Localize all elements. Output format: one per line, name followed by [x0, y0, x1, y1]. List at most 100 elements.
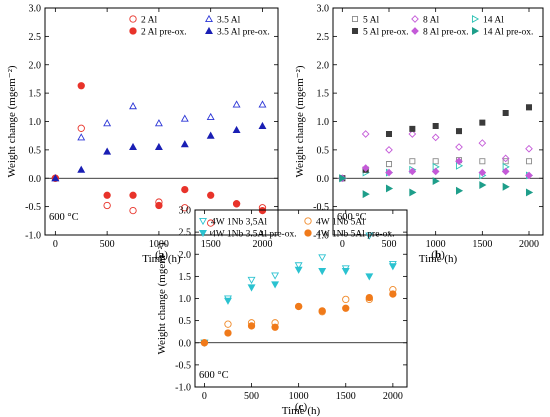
y-tick-label: 0.5 — [179, 316, 192, 327]
data-point — [478, 139, 487, 147]
data-point — [408, 167, 417, 176]
data-point — [232, 200, 241, 208]
data-point — [224, 297, 232, 305]
data-point — [455, 143, 463, 151]
y-tick-label: -0.5 — [313, 202, 329, 213]
data-point — [318, 254, 327, 262]
chart-panel-1: -1.0 -0.5 0.0 0.5 1.0 1.5 2.0 2.5 3.0 0 500 1000 150… — [6, 4, 279, 265]
legend-marker — [199, 217, 207, 226]
data-point — [525, 171, 533, 180]
data-point — [294, 266, 303, 274]
data-point — [181, 204, 189, 212]
data-point — [271, 272, 280, 280]
data-point — [342, 304, 350, 312]
y-tick-label: 1.5 — [29, 89, 42, 100]
y-tick-label: -1.0 — [313, 231, 329, 242]
legend-marker — [411, 15, 419, 23]
data-point — [385, 146, 393, 154]
data-point — [525, 104, 533, 111]
data-point — [409, 188, 417, 197]
data-point — [51, 174, 60, 182]
data-point — [409, 158, 416, 165]
data-point — [479, 158, 486, 165]
data-point — [361, 164, 370, 172]
legend-marker — [411, 27, 419, 35]
data-point — [365, 273, 374, 281]
data-point — [365, 293, 373, 302]
data-point — [155, 201, 163, 210]
legend: 2 Al 3.5 Al 2 Al pre-ox. 3.5 Al pre-ox. — [129, 14, 270, 38]
legend-label: 5 Al — [363, 16, 379, 26]
data-point — [129, 191, 137, 199]
data-point — [207, 191, 215, 199]
y-tick-label: 3.0 — [179, 206, 192, 217]
data-point — [103, 191, 111, 199]
data-point — [258, 121, 267, 130]
legend-marker — [351, 15, 359, 23]
x-axis-label: Time (h) — [419, 253, 458, 265]
panel-label: (a) — [155, 249, 168, 261]
x-axis-label: Time (h) — [282, 405, 321, 417]
legend: 5 Al 8 Al 14 Al 5 Al pre-ox. 8 Al pre-ox. 14 … — [351, 15, 533, 38]
legend-marker — [205, 26, 213, 35]
data-point — [232, 125, 241, 134]
x-tick-label: 2000 — [252, 239, 272, 250]
data-point — [525, 188, 534, 197]
y-tick-label: 2.5 — [317, 32, 330, 43]
data-point — [502, 109, 509, 116]
data-point — [385, 168, 393, 177]
data-point — [525, 158, 533, 165]
legend-label: 2 Al — [141, 16, 157, 26]
x-tick-label: 500 — [382, 239, 397, 250]
legend-label: 14 Al — [483, 16, 504, 26]
y-tick-label: 2.0 — [179, 250, 192, 261]
data-point — [525, 144, 533, 153]
y-tick-label: 3.0 — [317, 4, 330, 15]
y-tick-label: 1.0 — [179, 294, 192, 305]
y-axis-label: Weight change (mgem⁻²) — [156, 242, 168, 354]
x-tick-label: 1500 — [472, 239, 492, 250]
legend-label: 14 Al pre-ox. — [483, 28, 533, 38]
y-tick-label: 0.0 — [179, 338, 192, 349]
data-point — [501, 154, 510, 163]
legend-label: 4W 1Nb 5Al pre-ox. — [316, 230, 394, 240]
chart-panel-3: -1.0 -0.5 0.0 0.5 1.0 1.5 2.0 2.5 3.0 0 500 1000 150… — [156, 206, 408, 417]
data-point — [154, 142, 163, 151]
panel-label: (c) — [295, 401, 308, 413]
y-tick-label: 1.5 — [317, 89, 330, 100]
y-tick-label: 0.5 — [317, 145, 330, 156]
y-tick-label: -0.5 — [175, 360, 191, 371]
y-axis-label: Weight change (mgem⁻²) — [6, 65, 18, 177]
series-4 — [200, 290, 397, 347]
data-point — [224, 329, 232, 337]
data-point — [103, 119, 112, 127]
legend-label: 8 Al pre-ox. — [423, 28, 469, 38]
x-tick-label: 0 — [53, 239, 58, 250]
panel-label: (b) — [431, 249, 445, 261]
data-point — [455, 128, 463, 135]
data-point — [129, 206, 137, 215]
y-tick-label: 0.0 — [29, 174, 42, 185]
data-point — [247, 276, 256, 285]
x-tick-label: 1500 — [201, 239, 221, 250]
data-point — [103, 201, 111, 210]
temperature-annotation: 600 °C — [199, 370, 229, 381]
legend-label: 4W 1Nb 3.5Al pre-ox. — [211, 230, 297, 240]
y-tick-label: -1.0 — [25, 231, 41, 242]
data-point — [271, 281, 280, 289]
data-point — [431, 133, 440, 142]
data-point — [154, 119, 163, 127]
x-tick-label: 500 — [100, 239, 115, 250]
data-point — [362, 190, 370, 199]
data-point — [479, 181, 487, 190]
data-point — [247, 284, 256, 292]
x-tick-label: 2000 — [383, 391, 403, 402]
data-point — [388, 263, 397, 271]
data-point — [258, 100, 267, 108]
plot-frame — [332, 7, 544, 236]
legend-marker — [304, 229, 312, 237]
legend-marker — [129, 27, 137, 35]
x-tick-label: 0 — [202, 391, 207, 402]
data-point — [181, 185, 189, 194]
legend-label: 4W 1Nb 5Al — [316, 218, 365, 228]
